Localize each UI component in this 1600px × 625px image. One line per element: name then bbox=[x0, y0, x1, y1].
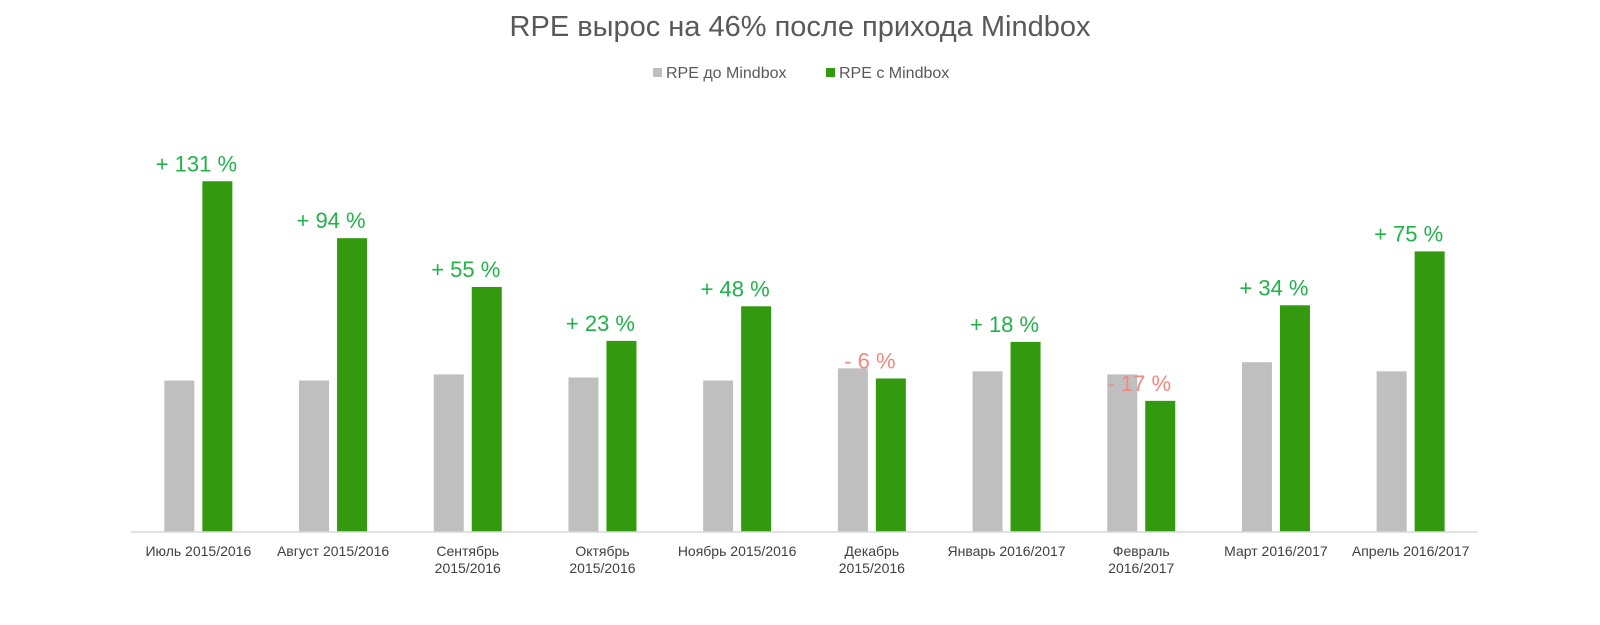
bar-before-2 bbox=[299, 380, 330, 532]
bar-after-5 bbox=[741, 306, 772, 532]
bar-after-2 bbox=[337, 238, 368, 532]
category-label-9: Март 2016/2017 bbox=[1224, 543, 1328, 559]
category-label-4-line-1: Октябрь bbox=[575, 543, 629, 559]
category-label-5: Ноябрь 2015/2016 bbox=[678, 543, 797, 559]
data-labels: + 131 % + 94 % + 55 % + 23 % + 48 % - 6 % + 18… bbox=[156, 151, 1444, 396]
bar-after-9 bbox=[1279, 305, 1310, 532]
data-label-5: + 48 % bbox=[701, 276, 770, 301]
category-label-10: Апрель 2016/2017 bbox=[1352, 543, 1470, 559]
data-label-1: + 131 % bbox=[156, 151, 237, 176]
bar-before-8 bbox=[1107, 374, 1138, 532]
category-label-4-line-2: 2015/2016 bbox=[569, 560, 635, 576]
bar-before-6 bbox=[837, 368, 868, 532]
data-label-8: - 17 % bbox=[1107, 371, 1171, 396]
category-label-1: Июль 2015/2016 bbox=[145, 543, 251, 559]
category-label-8-line-1: Февраль bbox=[1113, 543, 1170, 559]
bar-before-10 bbox=[1376, 371, 1407, 532]
legend-swatch-before bbox=[653, 68, 662, 77]
bars bbox=[164, 181, 1445, 532]
bar-before-3 bbox=[433, 374, 464, 532]
bar-after-7 bbox=[1010, 341, 1041, 532]
bar-after-3 bbox=[471, 286, 502, 532]
bar-before-5 bbox=[703, 380, 734, 532]
bar-after-4 bbox=[606, 340, 637, 532]
bar-before-1 bbox=[164, 380, 195, 532]
category-label-3-line-2: 2015/2016 bbox=[435, 560, 501, 576]
data-label-3: + 55 % bbox=[431, 257, 500, 282]
category-label-6-line-1: Декабрь bbox=[845, 543, 900, 559]
bar-before-9 bbox=[1241, 362, 1272, 532]
chart-title: RPE вырос на 46% после прихода Mindbox bbox=[510, 11, 1091, 43]
legend-label-before: RPE до Mindbox bbox=[666, 65, 787, 82]
bar-after-1 bbox=[202, 181, 233, 532]
data-label-7: + 18 % bbox=[970, 312, 1039, 337]
bar-after-10 bbox=[1414, 251, 1445, 532]
category-label-8-line-2: 2016/2017 bbox=[1108, 560, 1174, 576]
data-label-4: + 23 % bbox=[566, 311, 635, 336]
category-label-2: Август 2015/2016 bbox=[277, 543, 389, 559]
category-label-6-line-2: 2015/2016 bbox=[839, 560, 905, 576]
data-label-9: + 34 % bbox=[1239, 275, 1308, 300]
bar-after-6 bbox=[875, 378, 906, 532]
bar-before-4 bbox=[568, 377, 599, 532]
data-label-10: + 75 % bbox=[1374, 221, 1443, 246]
bar-before-7 bbox=[972, 371, 1003, 532]
legend-swatch-after bbox=[826, 68, 835, 77]
bar-after-8 bbox=[1145, 400, 1176, 532]
category-label-3-line-1: Сентябрь bbox=[436, 543, 499, 559]
category-labels: Июль 2015/2016 Август 2015/2016 Сентябрь20… bbox=[145, 543, 1469, 576]
category-label-7: Январь 2016/2017 bbox=[948, 543, 1066, 559]
data-label-6: - 6 % bbox=[844, 348, 895, 373]
legend: RPE до Mindbox RPE с Mindbox bbox=[653, 65, 949, 82]
data-label-2: + 94 % bbox=[296, 208, 365, 233]
legend-label-after: RPE с Mindbox bbox=[839, 65, 949, 82]
